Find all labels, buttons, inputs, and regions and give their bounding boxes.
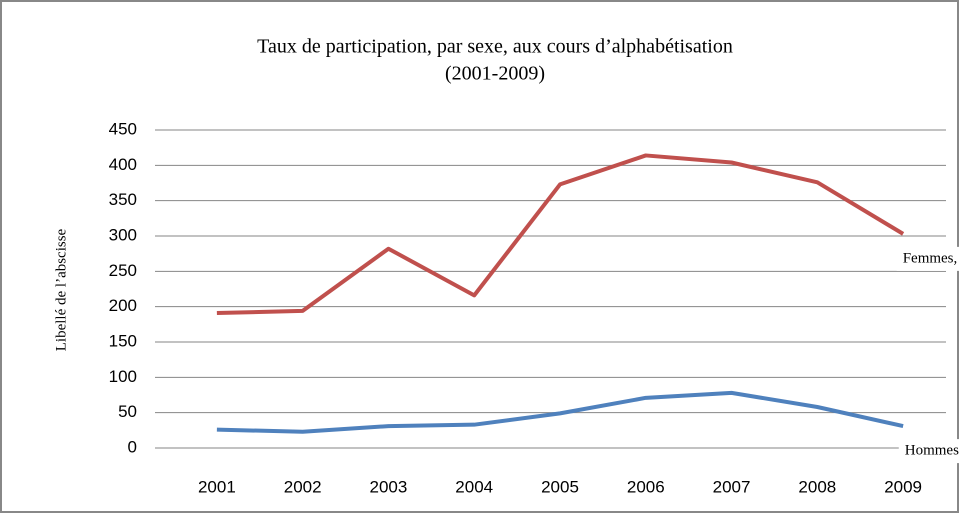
chart-subtitle: (2001-2009) [445, 63, 545, 85]
data-label: Femmes, 303 [903, 250, 959, 266]
x-tick-label: 2001 [198, 477, 236, 496]
x-tick-label: 2005 [541, 477, 579, 496]
x-tick-label: 2006 [627, 477, 665, 496]
x-tick-label: 2002 [284, 477, 322, 496]
series-line [216, 390, 904, 434]
series-line [216, 153, 905, 316]
y-axis-label: Libellé de l’abscisse [53, 228, 69, 351]
y-tick-label: 200 [109, 296, 137, 315]
y-tick-label: 150 [109, 331, 137, 350]
x-tick-label: 2004 [455, 477, 493, 496]
y-tick-label: 400 [109, 155, 137, 174]
y-tick-label: 250 [109, 261, 137, 280]
y-tick-label: 50 [118, 402, 137, 421]
data-label-background [898, 439, 959, 464]
y-tick-label: 350 [109, 190, 137, 209]
data-label: Hommes, 31 [905, 443, 959, 459]
x-tick-label: 2009 [884, 477, 922, 496]
x-tick-label: 2007 [713, 477, 751, 496]
y-tick-label: 300 [109, 225, 137, 244]
y-tick-label: 0 [128, 437, 137, 456]
x-tick-label: 2003 [370, 477, 408, 496]
chart-title: Taux de participation, par sexe, aux cou… [257, 36, 733, 58]
y-tick-label: 450 [109, 119, 137, 138]
y-tick-label: 100 [109, 367, 137, 386]
data-label-background [896, 246, 959, 271]
x-tick-label: 2008 [798, 477, 836, 496]
